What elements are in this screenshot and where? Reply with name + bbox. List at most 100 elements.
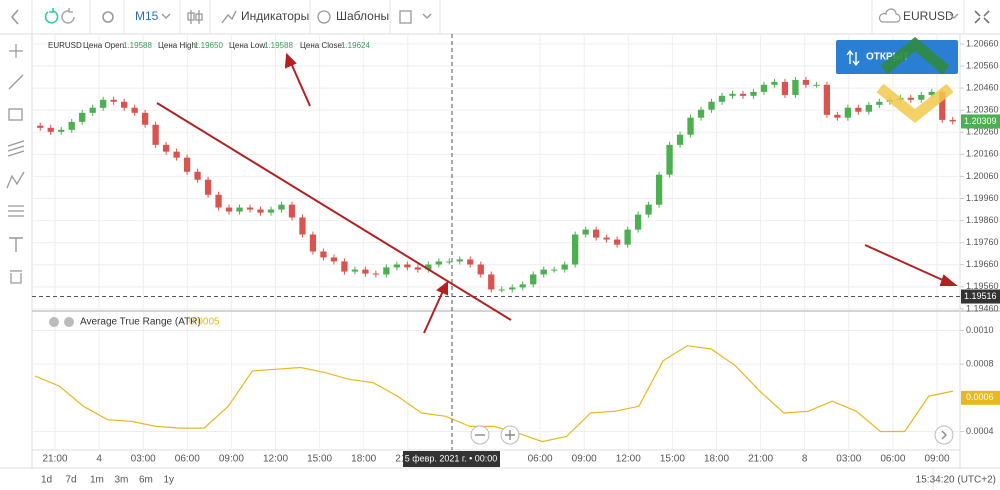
candle xyxy=(697,109,705,118)
candle xyxy=(372,273,380,275)
candle xyxy=(288,204,296,218)
candle xyxy=(446,261,453,263)
candle xyxy=(278,204,285,210)
y-tick-label: 1.19660 xyxy=(966,259,999,269)
candle xyxy=(414,267,421,270)
y-tick-label: 1.20360 xyxy=(966,105,999,115)
candle xyxy=(330,257,338,262)
settings-button[interactable] xyxy=(102,11,114,23)
candle xyxy=(781,81,789,95)
delete-tool[interactable] xyxy=(10,270,22,284)
current-value-label: 0.0006 xyxy=(966,392,994,402)
candle xyxy=(79,112,86,122)
x-tick-label: 8 xyxy=(802,454,808,465)
candle xyxy=(613,239,621,245)
candle xyxy=(792,79,799,95)
candle xyxy=(540,269,547,275)
candle xyxy=(141,112,149,125)
candle xyxy=(404,264,411,268)
scroll-right[interactable] xyxy=(934,425,954,445)
candle xyxy=(802,79,810,85)
candle xyxy=(750,91,757,96)
indicator-name: Average True Range (ATR) xyxy=(80,317,201,328)
candle xyxy=(435,261,442,265)
crosshair-time-label: 5 февр. 2021 г. • 00:00 xyxy=(405,453,498,463)
x-tick-label: 12:00 xyxy=(263,454,288,465)
info-label: Цена Open: xyxy=(83,41,126,50)
candle xyxy=(320,251,327,258)
y-tick-label: 1.19560 xyxy=(966,281,999,291)
candle xyxy=(572,234,579,265)
indicator-value: 0.0005 xyxy=(189,317,220,328)
candle xyxy=(551,269,558,271)
candle xyxy=(907,97,914,100)
x-tick-label: 12:00 xyxy=(616,454,641,465)
calendar-button[interactable] xyxy=(399,10,412,24)
channel-tool[interactable] xyxy=(7,140,25,157)
candle xyxy=(131,107,138,113)
undo-button[interactable] xyxy=(44,8,59,24)
info-value: 1.19588 xyxy=(123,41,152,50)
fullscreen-button[interactable] xyxy=(974,10,990,24)
candle xyxy=(257,209,264,213)
candle xyxy=(488,274,495,290)
symbol-selector[interactable]: EURUSD xyxy=(903,9,954,23)
range-button[interactable]: 1m xyxy=(90,475,104,486)
x-tick-label: 15:00 xyxy=(660,454,685,465)
y-tick-label: 1.20060 xyxy=(966,171,999,181)
info-value: 1.19588 xyxy=(264,41,293,50)
candle xyxy=(624,229,631,245)
redo-button[interactable] xyxy=(61,8,75,24)
range-button[interactable]: 6m xyxy=(139,475,153,486)
rectangle-tool[interactable] xyxy=(8,108,23,121)
x-tick-label: 03:00 xyxy=(836,454,861,465)
candle xyxy=(121,101,128,108)
range-button[interactable]: 3m xyxy=(115,475,129,486)
candle xyxy=(204,179,212,195)
fib-tool[interactable] xyxy=(8,205,24,217)
candle xyxy=(362,269,369,274)
line-tool[interactable] xyxy=(8,74,24,90)
pattern-tool[interactable] xyxy=(6,171,25,189)
indicator-close[interactable] xyxy=(49,317,59,327)
chart-type-button[interactable] xyxy=(187,10,203,24)
info-value: 1.19624 xyxy=(341,41,370,50)
candle xyxy=(267,209,275,213)
candle xyxy=(645,204,652,215)
candle xyxy=(687,117,694,135)
arrow xyxy=(864,244,948,283)
indicator-settings[interactable] xyxy=(64,317,74,327)
candle xyxy=(634,214,642,230)
back-button[interactable] xyxy=(10,9,19,25)
candle xyxy=(246,207,254,210)
candle xyxy=(215,194,222,208)
candle xyxy=(509,287,516,290)
candle xyxy=(530,274,537,285)
candle xyxy=(456,259,463,262)
crosshair-tool[interactable] xyxy=(9,44,23,58)
range-button[interactable]: 1y xyxy=(164,475,175,486)
info-label: Цена Close: xyxy=(300,41,344,50)
candle xyxy=(739,93,747,96)
range-button[interactable]: 1d xyxy=(41,475,52,486)
templates-icon xyxy=(317,10,331,24)
candle xyxy=(68,121,75,130)
text-tool[interactable] xyxy=(9,237,23,252)
y-tick-label: 0.0010 xyxy=(966,325,994,335)
trend-line xyxy=(156,102,512,321)
candle xyxy=(225,207,233,212)
candle xyxy=(582,229,589,235)
x-tick-label: 09:00 xyxy=(572,454,597,465)
candle xyxy=(655,174,663,205)
templates-button[interactable]: Шаблоны xyxy=(336,9,389,23)
x-tick-label: 06:00 xyxy=(528,454,553,465)
x-tick-label: 15:00 xyxy=(307,454,332,465)
y-tick-label: 0.0008 xyxy=(966,359,994,369)
x-tick-label: 4 xyxy=(96,454,102,465)
candle xyxy=(498,289,505,291)
candle xyxy=(100,99,107,108)
indicators-button[interactable]: Индикаторы xyxy=(241,9,309,23)
button-label: ОТКРЫТ xyxy=(866,52,909,63)
timeframe[interactable]: M15 xyxy=(135,9,159,23)
range-button[interactable]: 7d xyxy=(66,475,77,486)
